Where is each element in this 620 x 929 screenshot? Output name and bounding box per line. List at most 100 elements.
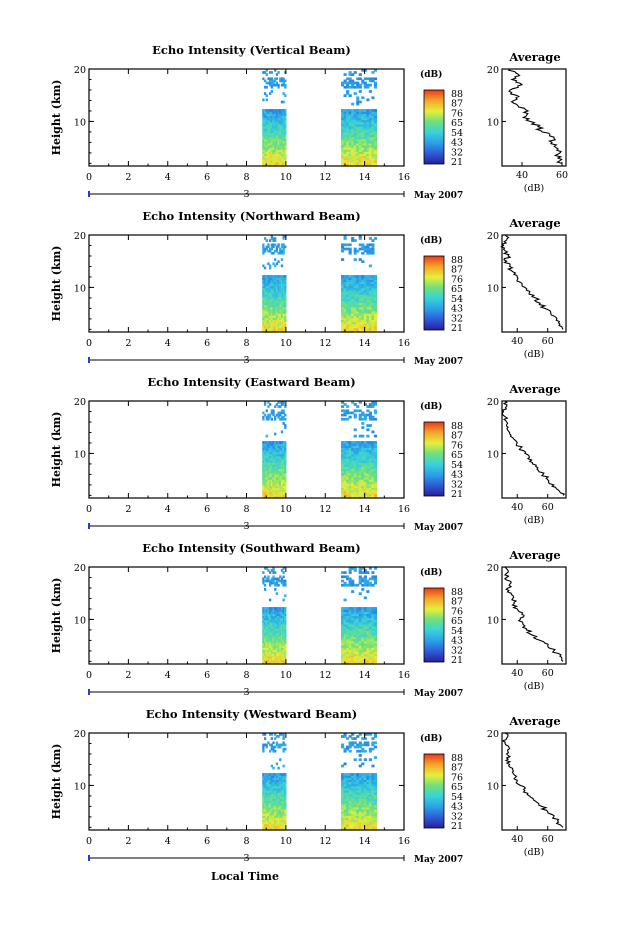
heatmap-cell	[277, 615, 280, 619]
heatmap-cell	[280, 287, 284, 291]
heatmap-cell	[368, 128, 372, 131]
heatmap-cell	[269, 142, 272, 146]
heatmap-cell	[368, 815, 372, 818]
heatmap-cell	[363, 319, 367, 323]
heatmap-cell	[274, 132, 277, 135]
heatmap-cell	[265, 472, 268, 476]
heatmap-cell	[274, 749, 277, 753]
heatmap-cell	[270, 77, 273, 81]
heatmap-cell	[277, 445, 280, 448]
heatmap-cell	[269, 800, 272, 804]
heatmap-cell	[366, 485, 370, 489]
heatmap-cell	[262, 300, 265, 304]
heatmap-cell	[341, 609, 345, 612]
heatmap-cell	[356, 621, 360, 625]
heatmap-cell	[361, 134, 365, 138]
heatmap-cell	[343, 445, 347, 448]
avg-x-tick-label: 60	[556, 170, 568, 181]
heatmap-cell	[371, 617, 375, 621]
heatmap-cell	[368, 113, 372, 116]
heatmap-cell	[363, 413, 367, 417]
heatmap-cell	[371, 321, 375, 325]
heatmap-cell	[282, 302, 285, 306]
heatmap-cell	[279, 327, 282, 331]
heatmap-cell	[282, 800, 285, 804]
heatmap-cell	[346, 825, 350, 829]
heatmap-cell	[341, 321, 345, 325]
heatmap-cell	[346, 747, 350, 751]
heatmap-cell	[263, 607, 267, 610]
heatmap-cell	[348, 147, 352, 150]
heatmap-cell	[280, 647, 284, 650]
heatmap-cell	[358, 100, 362, 104]
heatmap-cell	[274, 495, 277, 499]
colorbar-tick-label: 88	[451, 421, 463, 432]
heatmap-cell	[356, 817, 360, 821]
heatmap-cell	[351, 804, 355, 808]
heatmap-cell	[263, 313, 267, 316]
heatmap-cell	[265, 161, 268, 165]
heatmap-cell	[272, 136, 275, 140]
heatmap-cell	[348, 773, 352, 776]
heatmap-cell	[263, 153, 267, 157]
heatmap-cell	[371, 71, 375, 74]
heatmap-cell	[269, 308, 272, 312]
heatmap-cell	[265, 136, 268, 140]
heatmap-cell	[274, 796, 277, 799]
heatmap-cell	[277, 577, 280, 581]
heatmap-cell	[263, 657, 267, 661]
heatmap-cell	[353, 800, 357, 804]
heatmap-cell	[368, 634, 372, 638]
heatmap-cell	[269, 493, 272, 497]
heatmap-cell	[263, 651, 267, 655]
heatmap-cell	[363, 653, 367, 657]
heatmap-cell	[275, 115, 279, 119]
heatmap-cell	[341, 483, 345, 486]
heatmap-cell	[366, 638, 370, 642]
heatmap-cell	[363, 417, 367, 421]
heatmap-cell	[353, 279, 357, 282]
heatmap-cell	[272, 815, 275, 818]
heatmap-cell	[284, 800, 287, 804]
heatmap-cell	[346, 476, 350, 480]
heatmap-cell	[275, 155, 279, 159]
heatmap-cell	[275, 481, 279, 484]
heatmap-cell	[265, 792, 268, 795]
heatmap-cell	[363, 149, 367, 152]
heatmap-cell	[267, 657, 270, 661]
heatmap-cell	[284, 607, 287, 610]
heatmap-cell	[279, 147, 282, 150]
heatmap-cell	[356, 804, 360, 808]
heatmap-cell	[267, 642, 270, 646]
heatmap-cell	[270, 609, 273, 612]
heatmap-cell	[351, 466, 355, 470]
heatmap-cell	[284, 279, 287, 282]
heatmap-cell	[361, 777, 365, 780]
heatmap-cell	[279, 630, 282, 633]
heatmap-cell	[341, 130, 345, 133]
heatmap-cell	[282, 764, 285, 768]
heatmap-cell	[368, 157, 372, 161]
heatmap-cell	[368, 323, 372, 327]
heatmap-cell	[358, 151, 362, 154]
heatmap-cell	[351, 798, 355, 802]
heatmap-cell	[270, 792, 273, 795]
heatmap-cell	[265, 415, 268, 419]
heatmap-cell	[353, 443, 357, 446]
heatmap-cell	[265, 94, 268, 98]
heatmap-cell	[366, 247, 370, 251]
heatmap-cell	[279, 733, 282, 736]
heatmap-cell	[343, 298, 347, 301]
y-tick-label: 10	[74, 449, 86, 460]
colorbar	[423, 421, 445, 497]
heatmap-cell	[351, 495, 355, 499]
heatmap-cell	[361, 117, 365, 121]
heatmap-cell	[277, 294, 280, 297]
heatmap-cell	[270, 474, 273, 478]
heatmap-cell	[343, 794, 347, 797]
heatmap-cell	[356, 735, 360, 738]
average-frame	[501, 400, 567, 499]
colorbar	[423, 587, 445, 663]
avg-x-label: (dB)	[524, 847, 544, 858]
heatmap-cell	[356, 302, 360, 306]
